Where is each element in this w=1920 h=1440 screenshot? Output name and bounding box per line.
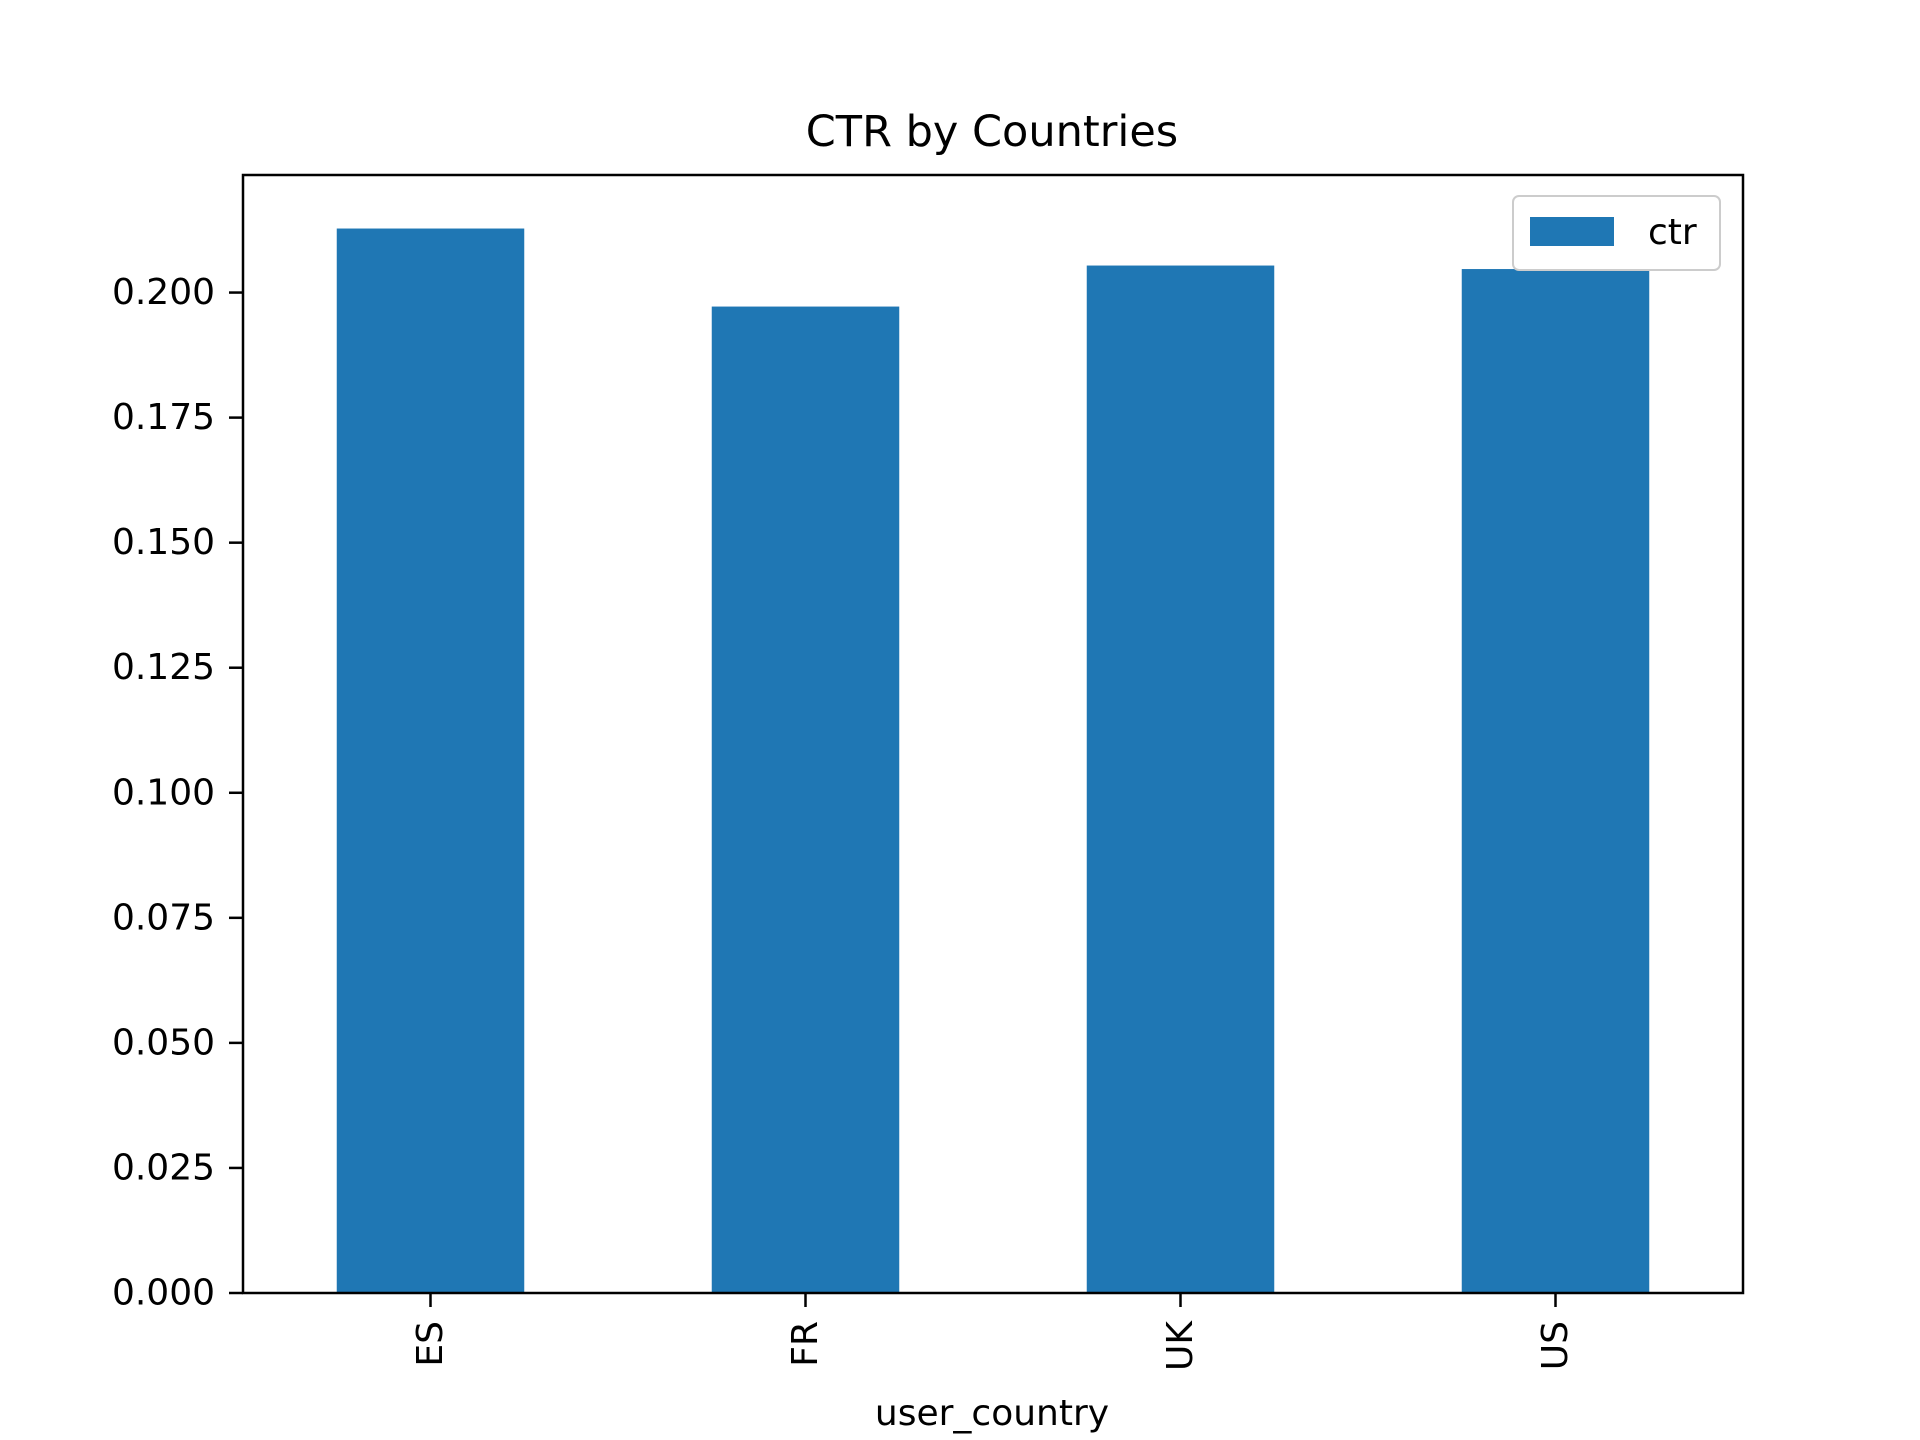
x-tick-label-es: ES (410, 1321, 451, 1367)
y-axis-ticks: 0.000 0.025 0.050 0.075 0.100 0.125 0.150 0.175… (112, 272, 243, 1314)
x-tick-label-uk: UK (1160, 1320, 1201, 1371)
y-tick-label: 0.125 (112, 647, 215, 688)
x-axis-label: user_country (875, 1393, 1109, 1434)
x-tick-label-us: US (1535, 1321, 1576, 1370)
x-axis-ticks: ES FR UK US (410, 1293, 1576, 1371)
bar-es (336, 228, 525, 1294)
y-tick-label: 0.100 (112, 772, 215, 813)
plot-frame (241, 173, 1745, 1295)
y-tick-label: 0.150 (112, 522, 215, 563)
bar-us (1461, 269, 1650, 1293)
y-tick-label: 0.175 (112, 397, 215, 438)
y-tick-label: 0.025 (112, 1147, 215, 1188)
x-tick-label-fr: FR (785, 1321, 826, 1367)
y-tick-label: 0.200 (112, 272, 215, 313)
legend: ctr (1512, 195, 1721, 271)
legend-label-ctr: ctr (1648, 212, 1697, 253)
bar-fr (711, 306, 900, 1293)
y-tick-label: 0.000 (112, 1273, 215, 1314)
y-tick-label: 0.075 (112, 897, 215, 938)
chart-title: CTR by Countries (806, 107, 1178, 157)
bar-uk (1086, 265, 1275, 1293)
legend-swatch-ctr (1530, 217, 1614, 246)
bars-layer (336, 228, 1650, 1294)
legend-box (1512, 195, 1721, 271)
y-tick-label: 0.050 (112, 1022, 215, 1063)
